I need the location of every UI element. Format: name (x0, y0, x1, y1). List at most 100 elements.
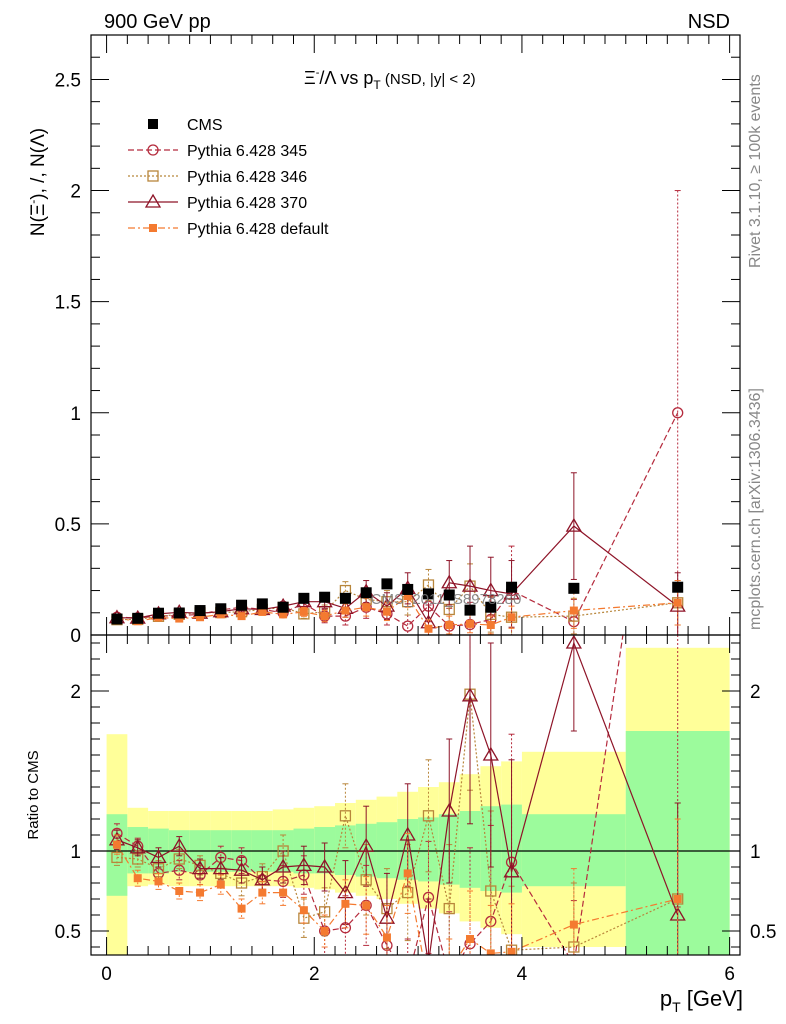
plot-title-tail: (NSD, |y| < 2) (381, 71, 476, 88)
main-data-point (507, 613, 516, 622)
legend-label: Pythia 6.428 346 (187, 169, 307, 186)
main-data-point (461, 577, 479, 592)
ratio-series-line (116, 844, 678, 955)
header-left-label: 900 GeV pp (104, 11, 211, 33)
main-data-point (672, 581, 684, 593)
main-data-point (341, 606, 350, 615)
main-data-point (464, 604, 476, 616)
main-data-point (132, 612, 144, 624)
legend-label: Pythia 6.428 345 (187, 143, 307, 160)
ratio-series-line (116, 635, 624, 955)
ratio-data-point (362, 901, 371, 910)
main-data-point (424, 624, 433, 633)
main-data-point (339, 592, 351, 604)
ratio-green-band (335, 825, 356, 875)
main-data-point (279, 610, 288, 619)
main-data-point (362, 603, 371, 612)
main-y-tick-label: 1 (70, 404, 81, 425)
ratio-data-point (444, 971, 454, 981)
ratio-data-point (129, 839, 146, 854)
main-data-point (237, 612, 246, 621)
main-data-point (256, 598, 268, 610)
ratio-data-point (196, 888, 205, 897)
main-data-point (152, 607, 164, 619)
x-tick-label: 2 (309, 964, 320, 985)
ratio-data-point (339, 810, 352, 822)
ratio-data-point (295, 857, 313, 872)
main-y-tick-label: 1.5 (55, 293, 81, 314)
main-data-point (194, 605, 206, 617)
main-y-label-b: ), /, N(Λ) (28, 128, 49, 200)
legend-label: Pythia 6.428 370 (187, 195, 307, 212)
ratio-plot-data (108, 635, 686, 991)
ratio-data-point (443, 902, 455, 915)
main-data-point (215, 603, 227, 615)
ratio-y-tick-label: 0.5 (55, 922, 81, 943)
main-y-tick-label: 2.5 (55, 70, 81, 91)
main-data-point (402, 620, 414, 632)
ratio-data-point (503, 863, 520, 878)
ratio-data-point (274, 858, 292, 873)
main-data-point (486, 621, 495, 629)
main-data-point (299, 607, 308, 616)
main-data-point (320, 612, 329, 621)
main-y-label-a: N(Ξ (28, 204, 49, 236)
ratio-data-point (173, 864, 185, 876)
main-data-point (196, 613, 205, 622)
ratio-data-point (358, 837, 375, 852)
ratio-data-point (233, 861, 250, 876)
main-data-point (506, 581, 518, 593)
main-data-point (298, 592, 310, 604)
ratio-axes: 0.5 0.5 1 1 2 2 0 2 4 6 (55, 635, 776, 985)
main-data-point (111, 613, 123, 625)
ratio-y-tick-label-right: 0.5 (750, 922, 776, 943)
ratio-data-point (316, 858, 333, 873)
main-data-point (443, 589, 455, 601)
main-data-point (360, 587, 372, 599)
main-plot-area (91, 35, 740, 635)
ratio-data-point (112, 840, 121, 849)
legend-marker (149, 224, 157, 232)
ratio-data-point (175, 887, 184, 895)
main-axes: 0 0.5 1 1.5 2 2.5 (55, 35, 740, 647)
ratio-data-point (191, 860, 209, 875)
ratio-data-point (565, 635, 582, 649)
main-data-point (445, 621, 454, 629)
ratio-data-point (216, 880, 225, 889)
ratio-y-tick-label: 2 (70, 682, 81, 703)
ratio-data-point (237, 904, 246, 913)
main-data-point (258, 607, 267, 616)
main-data-point (485, 601, 497, 613)
x-axis-label-lead: p (660, 986, 672, 1011)
ratio-y-tick-label-right: 2 (750, 682, 761, 703)
main-data-point (482, 582, 499, 597)
main-y-tick-label: 2 (70, 182, 81, 203)
ratio-y-tick-label-right: 1 (750, 842, 761, 863)
main-data-point (175, 614, 184, 623)
main-data-point (673, 598, 682, 607)
ratio-data-point (485, 885, 497, 897)
plot-title-mid: /Λ vs p (319, 68, 373, 88)
ratio-green-band (376, 822, 398, 879)
ratio-data-point (341, 899, 350, 908)
ratio-data-point (424, 983, 432, 991)
ratio-green-band (521, 814, 626, 887)
legend: CMS Pythia 6.428 345 Pythia 6.428 346 Pythi… (128, 117, 329, 238)
ratio-data-point (403, 869, 412, 878)
header-right-label: NSD (688, 11, 730, 33)
main-data-point (236, 599, 248, 611)
main-data-point (422, 588, 434, 600)
legend-marker (148, 119, 158, 129)
main-data-point (381, 578, 393, 590)
ratio-data-point (171, 837, 188, 852)
main-data-point (672, 407, 684, 419)
legend-marker (147, 170, 159, 182)
plot-title-sub: T (373, 78, 381, 92)
main-y-axis-label: N(Ξ-), /, N(Λ) (26, 128, 49, 236)
main-data-point (402, 583, 414, 595)
ratio-data-point (133, 874, 142, 883)
ratio-series-line (116, 694, 678, 951)
ratio-series-line (116, 641, 679, 955)
main-data-point (503, 585, 520, 600)
main-data-point (216, 610, 225, 619)
